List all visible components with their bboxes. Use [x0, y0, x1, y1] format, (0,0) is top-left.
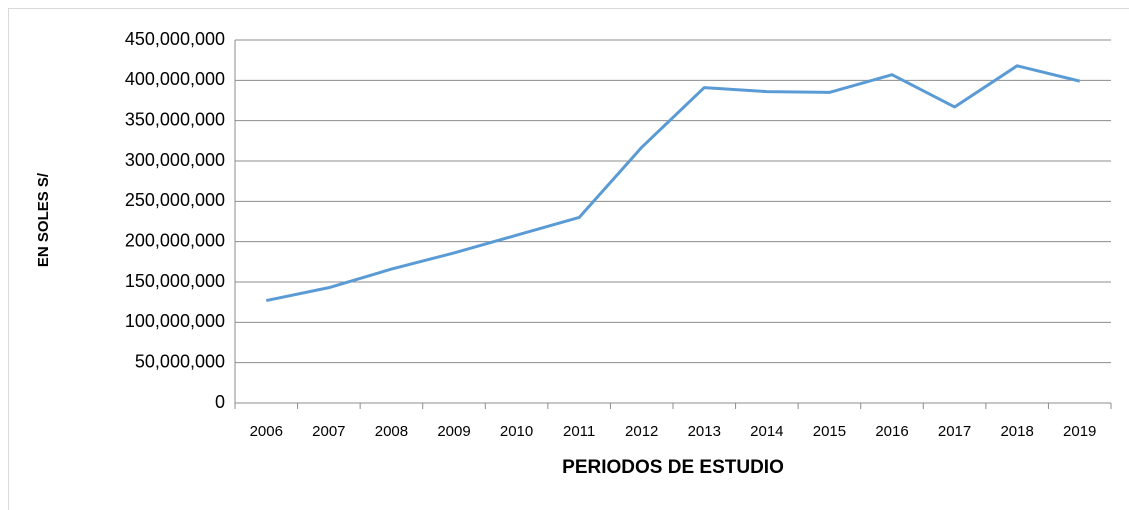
x-tick-label: 2010 [500, 423, 533, 440]
x-tick-label: 2013 [688, 423, 721, 440]
y-tick-label: 0 [215, 392, 225, 412]
y-tick-label: 150,000,000 [125, 271, 225, 291]
x-axis-title: PERIODOS DE ESTUDIO [562, 457, 784, 478]
x-tick-label: 2009 [437, 423, 470, 440]
x-tick-label: 2011 [563, 423, 595, 440]
chart-frame [8, 8, 1129, 510]
y-tick-label: 450,000,000 [125, 29, 225, 49]
x-tick-label: 2016 [875, 423, 908, 440]
x-tick-label: 2007 [312, 423, 345, 440]
x-tick-label: 2018 [1000, 423, 1033, 440]
x-tick-label: 2006 [250, 423, 283, 440]
x-tick-label: 2017 [938, 423, 971, 440]
y-tick-label: 250,000,000 [125, 190, 225, 210]
y-tick-label: 100,000,000 [125, 311, 225, 331]
x-tick-label: 2019 [1063, 423, 1096, 440]
y-axis-title: EN SOLES S/ [35, 172, 52, 267]
x-tick-label: 2008 [375, 423, 408, 440]
y-tick-label: 50,000,000 [135, 351, 225, 371]
y-tick-label: 400,000,000 [125, 69, 225, 89]
x-tick-label: 2014 [750, 423, 783, 440]
y-tick-label: 350,000,000 [125, 109, 225, 129]
y-tick-label: 200,000,000 [125, 230, 225, 250]
y-tick-label: 300,000,000 [125, 150, 225, 170]
x-tick-label: 2012 [625, 423, 658, 440]
x-tick-label: 2015 [813, 423, 846, 440]
data-line [265, 64, 1081, 303]
